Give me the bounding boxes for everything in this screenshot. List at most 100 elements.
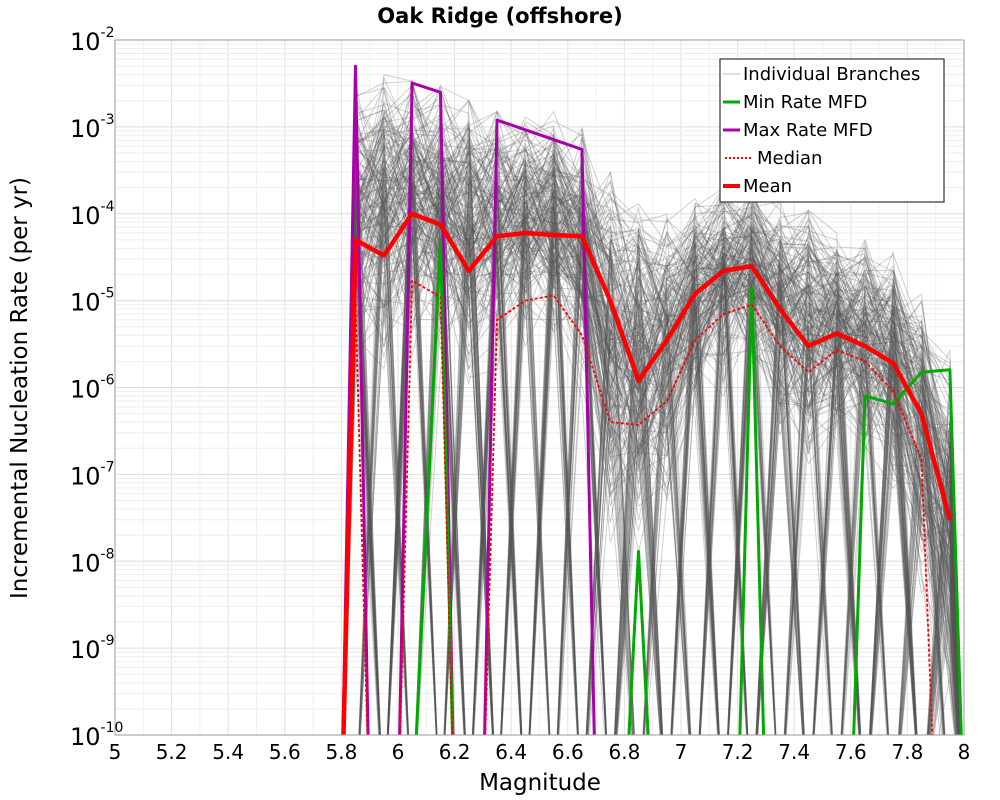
branch-line xyxy=(343,154,961,735)
branch-line xyxy=(343,148,960,735)
branch-line xyxy=(343,100,961,735)
branch-line xyxy=(359,149,961,735)
branch-line xyxy=(343,156,961,735)
branch-line xyxy=(342,158,960,735)
branch-line xyxy=(343,239,961,735)
legend-label: Mean xyxy=(743,176,792,197)
branch-line xyxy=(342,180,960,735)
legend-label: Individual Branches xyxy=(743,64,920,85)
branch-line xyxy=(342,86,962,735)
branch-line xyxy=(342,120,961,735)
branch-line xyxy=(342,84,962,735)
branch-line xyxy=(342,104,946,735)
branch-line xyxy=(342,117,961,735)
branch-line xyxy=(342,148,962,735)
x-tick-label: 5.4 xyxy=(212,740,244,764)
x-tick-label: 7.6 xyxy=(835,740,867,764)
branch-line xyxy=(342,157,961,735)
branch-line xyxy=(342,124,961,735)
branch-line xyxy=(342,130,962,735)
x-tick-label: 8 xyxy=(958,740,971,764)
branch-line xyxy=(343,156,961,735)
branch-line xyxy=(342,123,962,735)
branch-line xyxy=(343,122,961,735)
branch-line xyxy=(358,140,960,735)
branch-line xyxy=(342,129,961,735)
branch-line xyxy=(342,137,918,735)
legend-box xyxy=(719,58,945,203)
branch-line xyxy=(342,84,962,735)
branch-line xyxy=(342,151,961,735)
branch-line xyxy=(358,134,962,735)
branch-line xyxy=(343,142,960,735)
branch-line xyxy=(342,175,961,735)
y-tick-label: 10-10 xyxy=(70,720,123,751)
branch-line xyxy=(342,163,945,735)
branch-line xyxy=(386,134,962,735)
branch-line xyxy=(343,143,961,735)
branch-line xyxy=(342,138,962,735)
branch-line xyxy=(342,133,961,735)
branch-line xyxy=(342,167,961,735)
x-tick-label: 6 xyxy=(392,740,405,764)
branch-line xyxy=(343,135,946,735)
branch-line xyxy=(343,187,961,735)
x-tick-label: 6.4 xyxy=(495,740,527,764)
branch-line xyxy=(342,137,944,735)
branch-line xyxy=(343,205,961,735)
x-tick-label: 7 xyxy=(675,740,688,764)
branch-line xyxy=(342,109,962,735)
branch-line xyxy=(342,137,960,735)
branch-line xyxy=(342,128,961,735)
branch-line xyxy=(343,181,959,735)
y-tick-label: 10-5 xyxy=(70,286,115,317)
x-tick-label: 5.6 xyxy=(269,740,301,764)
branch-line xyxy=(343,92,962,735)
branch-line xyxy=(342,195,960,735)
branch-line xyxy=(342,168,960,735)
branch-line xyxy=(343,187,961,735)
branch-line xyxy=(342,189,943,735)
branch-line xyxy=(342,108,962,735)
branch-line xyxy=(343,229,961,735)
branch-line xyxy=(342,109,962,735)
legend: Individual Branches Min Rate MFD Max Rate … xyxy=(719,58,945,203)
branch-line xyxy=(343,157,961,735)
branch-line xyxy=(342,200,960,735)
branch-line xyxy=(342,150,944,735)
branch-line xyxy=(342,85,961,735)
branch-line xyxy=(358,164,961,735)
branch-line xyxy=(343,196,955,735)
branch-line xyxy=(342,159,961,735)
branch-line xyxy=(342,146,959,735)
max-rate-mfd-line xyxy=(341,64,596,735)
branch-line xyxy=(342,131,946,735)
branch-line xyxy=(342,139,962,735)
branch-line xyxy=(358,99,961,735)
branch-line xyxy=(358,112,962,735)
branch-line xyxy=(343,194,961,735)
branch-line xyxy=(359,164,962,735)
y-tick-label: 10-8 xyxy=(70,546,115,577)
branch-line xyxy=(343,179,961,735)
branch-line xyxy=(342,176,959,735)
branch-line xyxy=(359,211,961,735)
branch-line xyxy=(342,115,961,735)
branch-line xyxy=(359,175,961,735)
branch-line xyxy=(342,145,945,735)
y-tick-label: 10-3 xyxy=(70,112,115,143)
branch-line xyxy=(342,172,960,735)
branch-line xyxy=(342,167,962,735)
series-lines xyxy=(341,64,963,735)
branch-line xyxy=(342,139,945,735)
branch-line xyxy=(342,96,961,735)
grid xyxy=(114,40,965,736)
branch-line xyxy=(342,84,962,735)
branch-line xyxy=(342,104,961,735)
branch-line xyxy=(342,87,962,735)
branch-line xyxy=(342,170,962,735)
branch-line xyxy=(342,122,962,735)
branch-line xyxy=(342,85,962,735)
branch-line xyxy=(342,159,961,735)
